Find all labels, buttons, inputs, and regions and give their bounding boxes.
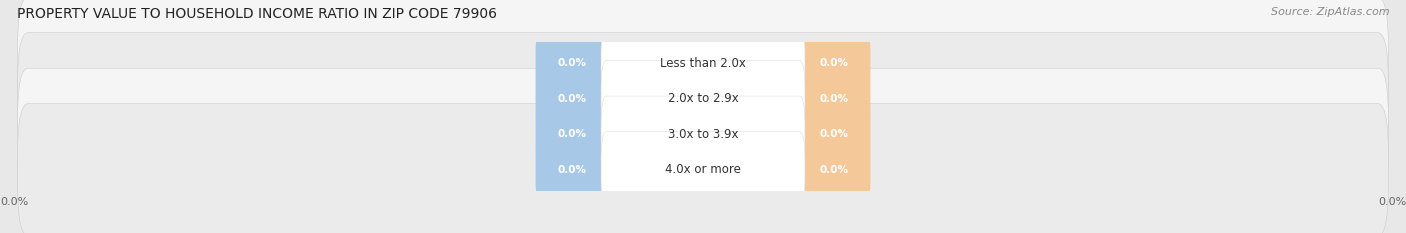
Text: 0.0%: 0.0% [820, 129, 848, 139]
FancyBboxPatch shape [600, 25, 806, 101]
Text: 0.0%: 0.0% [558, 58, 586, 68]
Text: 2.0x to 2.9x: 2.0x to 2.9x [668, 92, 738, 105]
FancyBboxPatch shape [536, 132, 609, 208]
Text: 0.0%: 0.0% [820, 94, 848, 104]
FancyBboxPatch shape [536, 96, 609, 172]
FancyBboxPatch shape [17, 0, 1389, 129]
FancyBboxPatch shape [17, 68, 1389, 200]
FancyBboxPatch shape [600, 61, 806, 137]
Text: 0.0%: 0.0% [558, 94, 586, 104]
Text: 0.0%: 0.0% [558, 165, 586, 175]
Text: 0.0%: 0.0% [558, 129, 586, 139]
FancyBboxPatch shape [17, 104, 1389, 233]
Text: 0.0%: 0.0% [820, 58, 848, 68]
FancyBboxPatch shape [600, 96, 806, 172]
FancyBboxPatch shape [797, 132, 870, 208]
Text: Less than 2.0x: Less than 2.0x [659, 57, 747, 70]
Text: 3.0x to 3.9x: 3.0x to 3.9x [668, 128, 738, 141]
FancyBboxPatch shape [797, 25, 870, 101]
Text: 4.0x or more: 4.0x or more [665, 163, 741, 176]
FancyBboxPatch shape [536, 25, 609, 101]
Text: Source: ZipAtlas.com: Source: ZipAtlas.com [1271, 7, 1389, 17]
Text: 0.0%: 0.0% [820, 165, 848, 175]
FancyBboxPatch shape [17, 33, 1389, 165]
FancyBboxPatch shape [797, 61, 870, 137]
Text: PROPERTY VALUE TO HOUSEHOLD INCOME RATIO IN ZIP CODE 79906: PROPERTY VALUE TO HOUSEHOLD INCOME RATIO… [17, 7, 496, 21]
FancyBboxPatch shape [797, 96, 870, 172]
FancyBboxPatch shape [536, 61, 609, 137]
FancyBboxPatch shape [600, 132, 806, 208]
